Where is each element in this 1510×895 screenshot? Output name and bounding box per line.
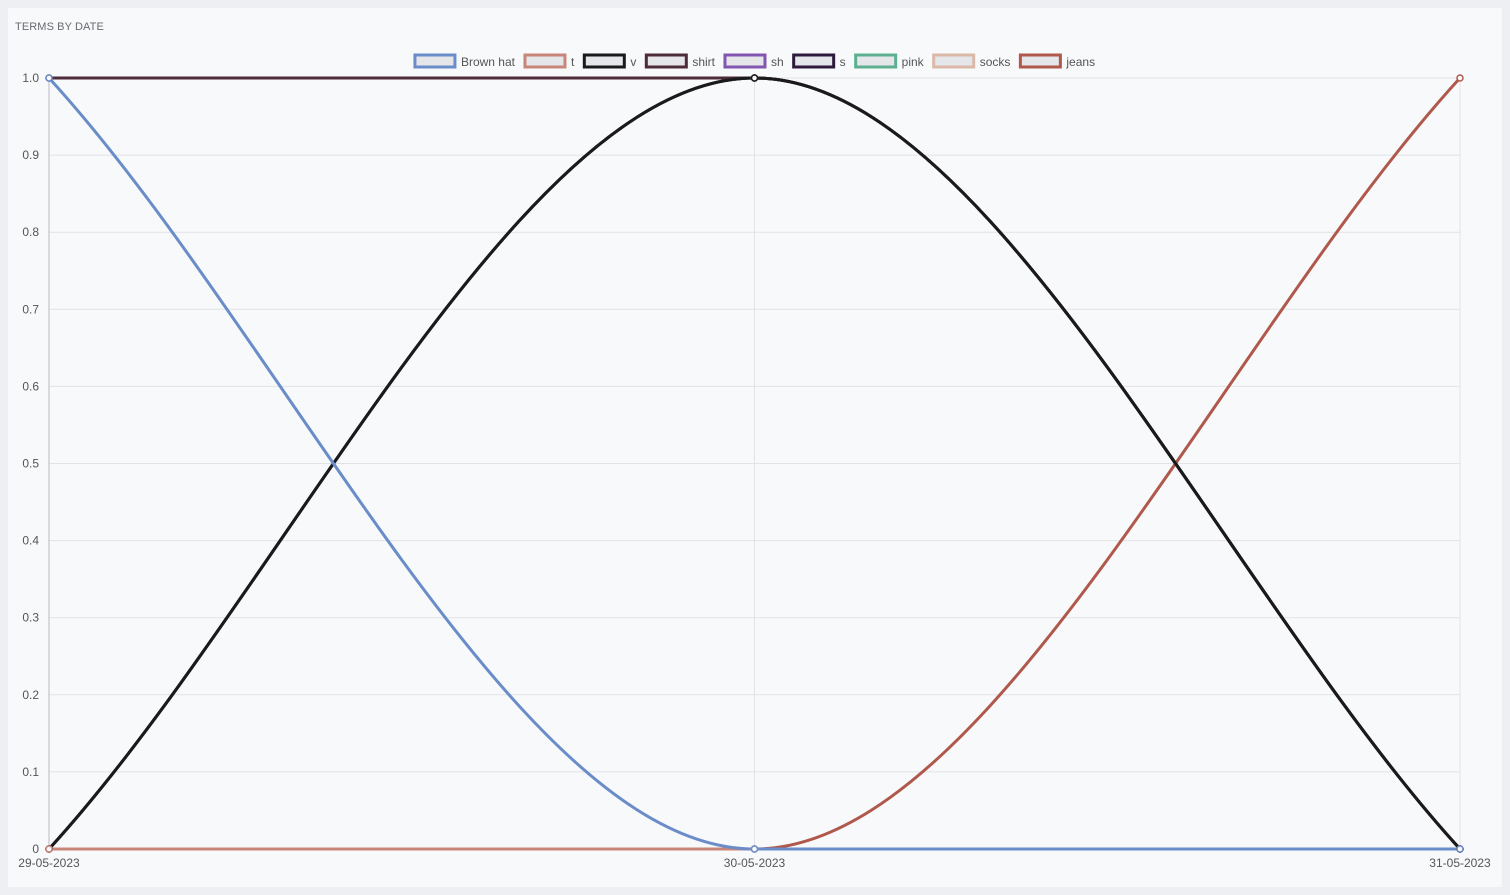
legend-item-socks[interactable]: socks — [932, 53, 1011, 69]
x-tick-label: 30-05-2023 — [724, 856, 786, 870]
legend-swatch — [1018, 53, 1062, 69]
y-tick-label: 0.6 — [22, 379, 39, 393]
data-point-jeans[interactable] — [1456, 74, 1464, 82]
legend-swatch — [582, 53, 626, 69]
legend-label: pink — [902, 55, 925, 69]
legend-label: t — [571, 55, 575, 69]
legend-label: jeans — [1065, 55, 1095, 69]
y-tick-label: 1.0 — [22, 71, 39, 85]
y-tick-label: 0.2 — [22, 688, 39, 702]
y-tick-label: 0.8 — [22, 225, 39, 239]
legend-item-t[interactable]: t — [523, 53, 575, 69]
legend-swatch — [792, 53, 836, 69]
data-point-t[interactable] — [45, 845, 53, 853]
y-tick-label: 0 — [32, 842, 39, 856]
legend: Brown hat t v shirt sh s pink socks jeans — [413, 53, 1095, 69]
legend-item-jeans[interactable]: jeans — [1018, 53, 1095, 69]
data-point-brown-hat[interactable] — [750, 845, 759, 853]
axes: 0 0.1 0.2 0.3 0.4 0.5 0.6 0.7 0.8 0.9 1.0 29-05-202… — [18, 71, 1491, 870]
x-tick-label: 29-05-2023 — [18, 856, 80, 870]
legend-item-shirt[interactable]: shirt — [644, 53, 716, 69]
legend-label: s — [840, 55, 846, 69]
y-tick-label: 0.9 — [22, 148, 39, 162]
legend-swatch — [723, 53, 767, 69]
series-points — [45, 74, 1464, 853]
legend-label: socks — [980, 55, 1011, 69]
y-tick-label: 0.5 — [22, 457, 39, 471]
legend-swatch — [854, 53, 898, 69]
y-tick-label: 0.7 — [22, 302, 39, 316]
legend-item-s[interactable]: s — [792, 53, 846, 69]
legend-item-pink[interactable]: pink — [854, 53, 925, 69]
y-tick-label: 0.3 — [22, 611, 39, 625]
data-point-brown-hat[interactable] — [45, 74, 53, 82]
panel-title: TERMS BY DATE — [15, 21, 104, 33]
y-tick-label: 0.4 — [22, 534, 39, 548]
legend-swatch — [644, 53, 688, 69]
legend-label: Brown hat — [461, 55, 516, 69]
data-point-brown-hat[interactable] — [1456, 845, 1464, 853]
gridlines — [48, 77, 1461, 850]
x-tick-label: 31-05-2023 — [1429, 856, 1491, 870]
data-point-v[interactable] — [750, 74, 759, 82]
y-tick-label: 0.1 — [22, 765, 39, 779]
series-line-brown-hat[interactable] — [47, 76, 1460, 851]
legend-label: sh — [771, 55, 784, 69]
legend-item-v[interactable]: v — [582, 53, 636, 69]
legend-label: v — [630, 55, 636, 69]
legend-label: shirt — [692, 55, 715, 69]
legend-item-sh[interactable]: sh — [723, 53, 784, 69]
legend-swatch — [523, 53, 567, 69]
legend-swatch — [413, 53, 457, 69]
legend-swatch — [932, 53, 976, 69]
legend-item-brown-hat[interactable]: Brown hat — [413, 53, 516, 69]
